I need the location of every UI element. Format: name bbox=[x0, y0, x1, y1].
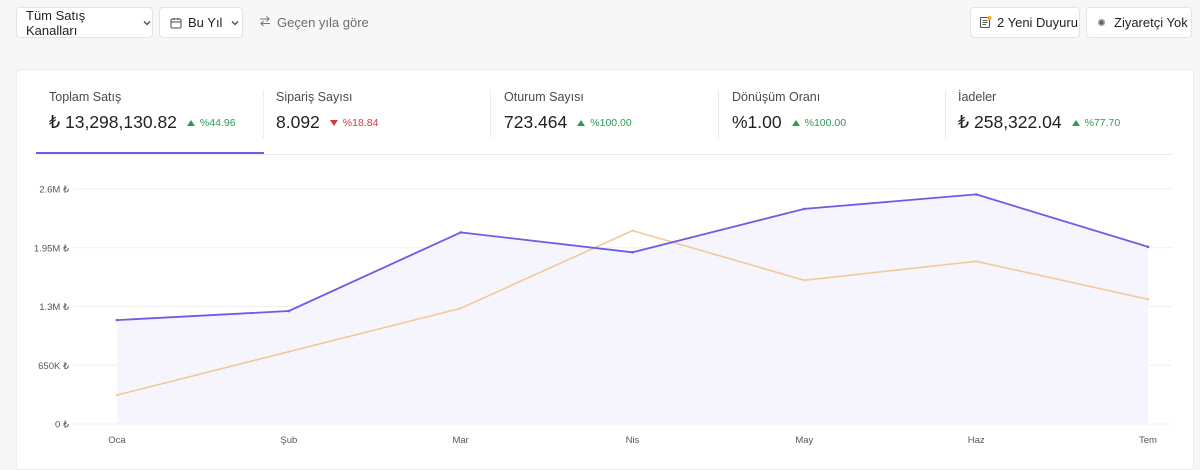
previous-year-point bbox=[974, 260, 978, 263]
metric-label: Oturum Sayısı bbox=[504, 90, 584, 104]
y-tick-label: 1.95M ₺ bbox=[34, 243, 69, 254]
metric-value: 723.464 bbox=[504, 112, 568, 132]
active-tab-indicator bbox=[36, 152, 264, 154]
metric-value: 8.092 bbox=[276, 112, 320, 132]
current-year-point bbox=[974, 193, 978, 196]
calendar-icon bbox=[170, 17, 182, 29]
current-year-point bbox=[287, 309, 291, 313]
x-tick-label: Oca bbox=[108, 435, 126, 446]
metric-tab-conversion-rate[interactable]: Dönüşüm Oranı %1.00 %100.00 bbox=[732, 90, 846, 154]
tabs-divider bbox=[36, 154, 1172, 155]
metric-tab-total-sales[interactable]: Toplam Satış ₺ 13,298,130.82 %44.96 bbox=[49, 90, 236, 154]
y-tick-label: 2.6M ₺ bbox=[39, 185, 69, 196]
metric-tab-order-count[interactable]: Sipariş Sayısı 8.092 %18.84 bbox=[276, 90, 378, 154]
metric-label: İadeler bbox=[958, 90, 997, 104]
metric-delta: %18.84 bbox=[342, 116, 379, 129]
swap-arrows-icon bbox=[259, 15, 271, 30]
previous-year-point bbox=[459, 307, 462, 310]
channel-filter-dropdown[interactable]: Tüm Satış Kanalları bbox=[16, 7, 153, 38]
metric-delta: %100.00 bbox=[804, 116, 847, 129]
metric-tab-returns[interactable]: İadeler ₺ 258,322.04 %77.70 bbox=[958, 90, 1120, 154]
y-tick-label: 650K ₺ bbox=[38, 361, 69, 372]
x-tick-label: Mar bbox=[452, 435, 468, 446]
channel-filter-label: Tüm Satış Kanalları bbox=[26, 7, 86, 38]
compare-label: Geçen yıla göre bbox=[277, 15, 369, 30]
visitor-status-button[interactable]: Ziyaretçi Yok bbox=[1086, 7, 1192, 38]
metric-value: %1.00 bbox=[732, 112, 782, 132]
period-filter-dropdown[interactable]: Bu Yıl bbox=[159, 7, 243, 38]
triangle-down-icon bbox=[329, 119, 338, 126]
metric-delta: %77.70 bbox=[1084, 116, 1121, 129]
toolbar: Tüm Satış Kanalları Bu Yıl Geçen yıla gö… bbox=[0, 0, 1200, 44]
period-filter-label: Bu Yıl bbox=[188, 15, 223, 30]
metric-delta-badge: %18.84 bbox=[329, 116, 379, 129]
triangle-up-icon bbox=[791, 119, 800, 126]
y-tick-label: 1.3M ₺ bbox=[39, 302, 69, 313]
triangle-up-icon bbox=[1071, 119, 1080, 126]
metric-delta-badge: %100.00 bbox=[791, 116, 847, 129]
metric-delta-badge: %44.96 bbox=[186, 116, 236, 129]
x-tick-label: Haz bbox=[968, 435, 985, 446]
previous-year-point bbox=[115, 393, 119, 397]
metric-delta: %100.00 bbox=[590, 116, 632, 129]
previous-year-point bbox=[631, 229, 634, 232]
x-tick-label: May bbox=[795, 435, 813, 446]
metric-divider bbox=[263, 90, 264, 138]
triangle-up-icon bbox=[186, 119, 195, 126]
chevron-down-icon bbox=[142, 18, 152, 28]
triangle-up-icon bbox=[577, 119, 586, 126]
visitor-status-label: Ziyaretçi Yok bbox=[1114, 15, 1188, 30]
metric-label: Sipariş Sayısı bbox=[276, 90, 353, 104]
status-dot-icon bbox=[1097, 18, 1106, 27]
announcements-button[interactable]: 2 Yeni Duyuru bbox=[970, 7, 1080, 38]
metric-tab-session-count[interactable]: Oturum Sayısı 723.464 %100.00 bbox=[504, 90, 632, 154]
sales-line-chart: 0 ₺ 650K ₺ 1.3M ₺ 1.95M ₺ 2.6M ₺ Oca Şub Mar Nis… bbox=[34, 185, 1172, 446]
current-year-point bbox=[1146, 245, 1150, 249]
chevron-down-icon bbox=[230, 18, 240, 28]
metric-delta-badge: %100.00 bbox=[577, 116, 632, 129]
previous-year-point bbox=[1146, 298, 1150, 301]
metric-value: ₺ 258,322.04 bbox=[958, 112, 1062, 132]
current-series-area bbox=[117, 194, 1148, 424]
metric-divider bbox=[718, 90, 719, 138]
x-tick-label: Tem bbox=[1139, 435, 1157, 446]
previous-year-point bbox=[803, 279, 806, 282]
metric-delta-badge: %77.70 bbox=[1071, 116, 1121, 129]
metric-label: Dönüşüm Oranı bbox=[732, 90, 821, 104]
current-year-point bbox=[631, 250, 634, 254]
x-tick-label: Nis bbox=[626, 435, 640, 446]
compare-toggle[interactable]: Geçen yıla göre bbox=[259, 7, 369, 38]
metric-delta: %44.96 bbox=[199, 116, 236, 129]
metric-value: ₺ 13,298,130.82 bbox=[49, 112, 177, 132]
current-year-point bbox=[115, 318, 119, 322]
current-year-point bbox=[459, 231, 462, 234]
x-tick-label: Şub bbox=[280, 435, 297, 446]
previous-year-point bbox=[287, 350, 291, 353]
metric-divider bbox=[490, 90, 491, 138]
newspaper-icon bbox=[979, 16, 992, 29]
y-tick-label: 0 ₺ bbox=[55, 420, 69, 431]
current-year-point bbox=[803, 207, 806, 211]
metric-divider bbox=[945, 90, 946, 138]
sales-summary-card: Toplam Satış ₺ 13,298,130.82 %44.96 Sipa… bbox=[16, 69, 1194, 470]
announcements-label: 2 Yeni Duyuru bbox=[997, 15, 1078, 30]
metric-label: Toplam Satış bbox=[49, 90, 122, 104]
